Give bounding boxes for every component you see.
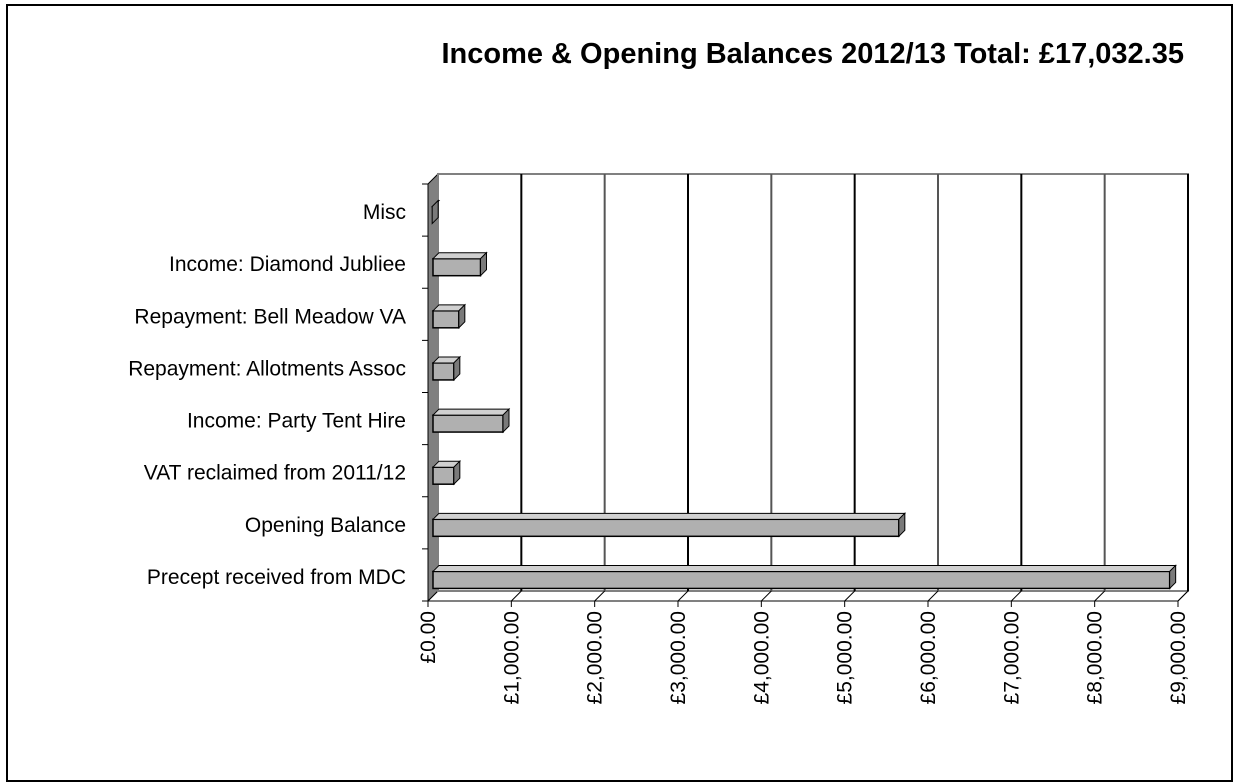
x-tick-label: £0.00 bbox=[417, 611, 440, 664]
x-tick-label: £9,000.00 bbox=[1167, 611, 1190, 704]
bar-end bbox=[480, 251, 487, 277]
x-tick-label: £5,000.00 bbox=[834, 611, 857, 704]
bar bbox=[431, 512, 907, 538]
bar-front bbox=[432, 257, 482, 277]
gridline-floor bbox=[510, 590, 522, 602]
bar-end bbox=[453, 459, 461, 486]
bar bbox=[430, 199, 441, 225]
x-tick-label: £6,000.00 bbox=[917, 611, 940, 704]
bar-front bbox=[432, 518, 900, 538]
y-category-label: Income: Party Tent Hire bbox=[187, 410, 406, 433]
y-category-label: Misc bbox=[363, 201, 406, 224]
bar-end bbox=[1169, 564, 1177, 590]
chart-frame bbox=[6, 4, 1233, 782]
bar-end bbox=[502, 407, 510, 434]
gridline-floor bbox=[844, 590, 856, 602]
bar-front bbox=[432, 362, 455, 381]
bar bbox=[431, 407, 511, 434]
bar-front bbox=[432, 414, 504, 433]
bar-front bbox=[432, 570, 1171, 590]
gridline-floor bbox=[1010, 590, 1022, 602]
bar bbox=[431, 303, 467, 330]
bar-top bbox=[431, 512, 907, 520]
x-tick-label: £7,000.00 bbox=[1000, 611, 1023, 704]
x-tick-label: £2,000.00 bbox=[584, 611, 607, 704]
gridline-floor bbox=[1177, 590, 1189, 602]
bar bbox=[431, 355, 462, 382]
bar-end bbox=[431, 199, 439, 225]
y-category-label: Precept received from MDC bbox=[147, 566, 406, 589]
bar-top bbox=[431, 408, 511, 416]
x-tick-label: £8,000.00 bbox=[1084, 611, 1107, 704]
bar-front bbox=[432, 310, 460, 329]
y-category-label: Repayment: Bell Meadow VA bbox=[134, 305, 406, 328]
bar-top bbox=[431, 564, 1177, 572]
bar-end bbox=[458, 303, 466, 330]
bar-end bbox=[453, 355, 461, 382]
y-category-label: VAT reclaimed from 2011/12 bbox=[144, 462, 406, 485]
gridline-floor bbox=[677, 590, 689, 602]
x-tick-label: £1,000.00 bbox=[500, 611, 523, 704]
bar bbox=[431, 251, 488, 277]
x-tick-label: £3,000.00 bbox=[667, 611, 690, 704]
x-tick-label: £4,000.00 bbox=[750, 611, 773, 704]
bar bbox=[431, 564, 1177, 590]
gridline-floor bbox=[927, 590, 939, 602]
y-category-label: Income: Diamond Jubliee bbox=[169, 253, 406, 276]
gridline-floor bbox=[1094, 590, 1106, 602]
gridline-floor bbox=[760, 590, 772, 602]
bar bbox=[431, 459, 462, 486]
bar-front bbox=[432, 466, 455, 485]
y-category-label: Repayment: Allotments Assoc bbox=[128, 357, 406, 380]
chart-floor bbox=[426, 590, 1190, 602]
chart-title: Income & Opening Balances 2012/13 Total:… bbox=[441, 38, 1184, 70]
bar-end bbox=[898, 512, 906, 538]
y-category-label: Opening Balance bbox=[245, 514, 406, 537]
bar-top bbox=[431, 252, 488, 260]
gridline-floor bbox=[594, 590, 606, 602]
